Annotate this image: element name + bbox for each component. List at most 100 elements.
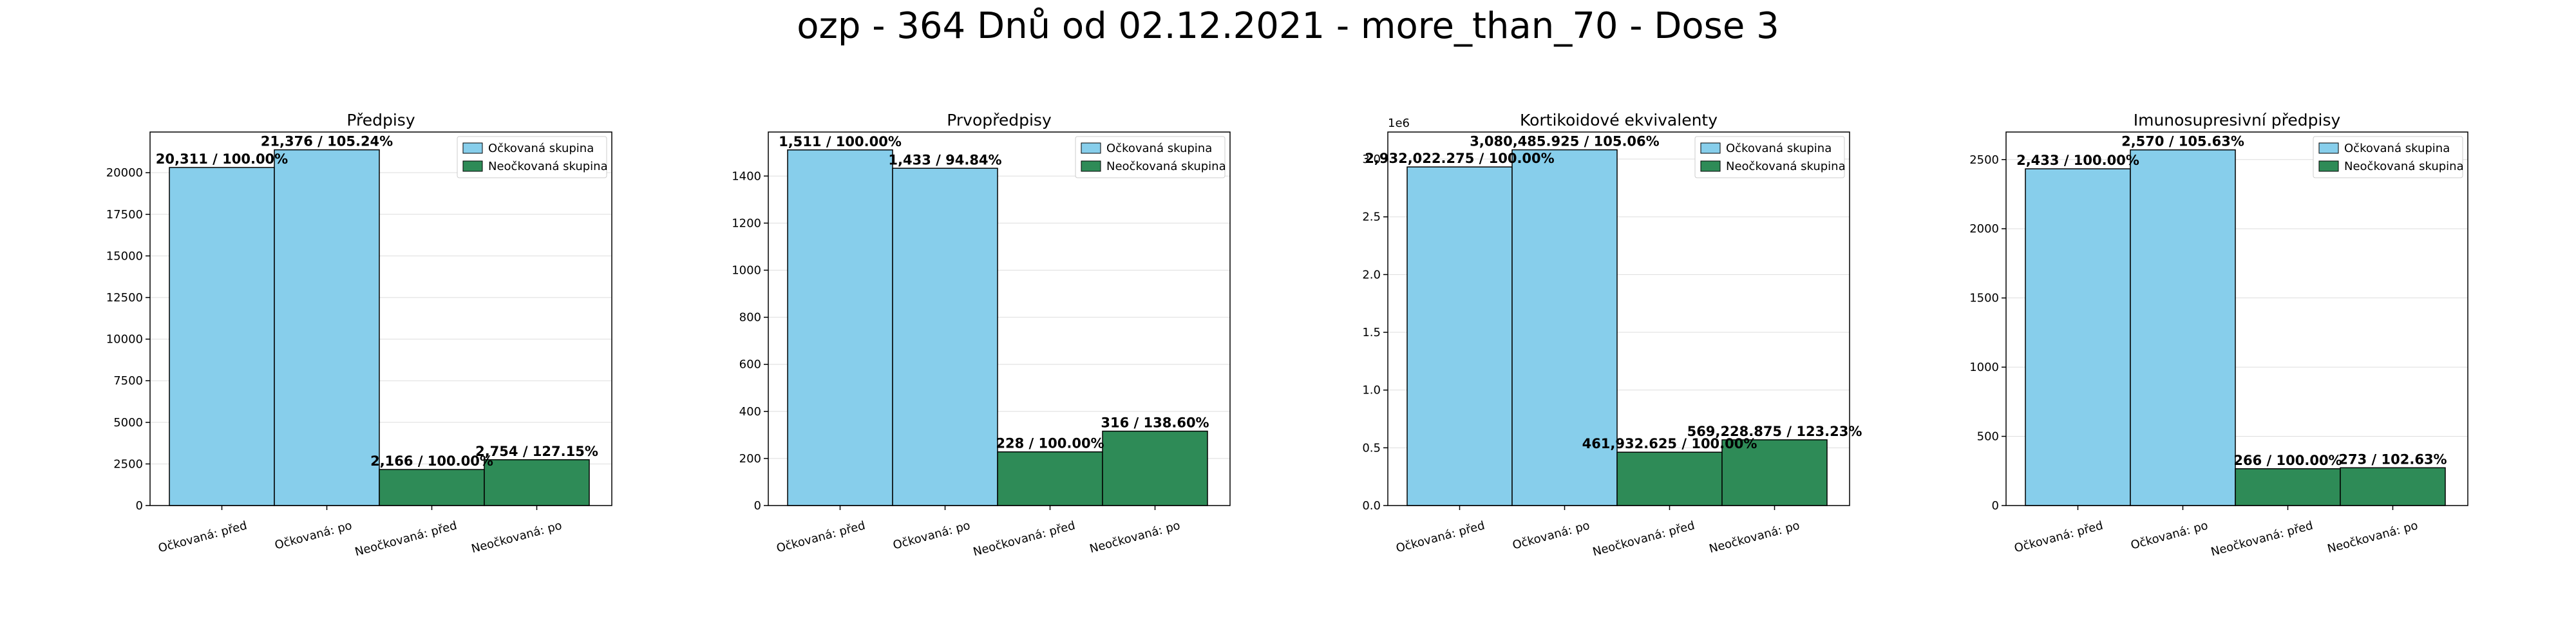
legend-entry: Neočkovaná skupina: [1106, 160, 1226, 173]
y-tick-label: 1.0: [1362, 384, 1381, 397]
y-tick-label: 400: [739, 405, 761, 419]
y-tick-label: 2.5: [1362, 211, 1381, 224]
chart-title: Imunosupresivní předpisy: [2134, 111, 2341, 129]
y-tick-label: 0.5: [1362, 441, 1381, 455]
data-label: 228 / 100.00%: [996, 436, 1104, 451]
chart-title: Prvopředpisy: [947, 111, 1052, 129]
bar-4: [1102, 430, 1208, 506]
x-tick-label: Očkovaná: po: [1511, 519, 1591, 553]
legend-swatch: [1081, 160, 1101, 172]
legend-box: [457, 136, 607, 178]
y-tick-label: 1500: [1969, 292, 1999, 305]
y-tick-label: 2.0: [1362, 268, 1381, 281]
x-tick-label: Očkovaná: před: [775, 519, 866, 556]
y-tick-label: 15000: [106, 249, 143, 263]
data-label: 2,570 / 105.63%: [2121, 134, 2244, 149]
x-tick-label: Očkovaná: před: [1394, 519, 1486, 556]
y-tick-label: 20000: [106, 166, 143, 180]
legend-box: [1075, 136, 1226, 178]
x-tick-label: Neočkovaná: po: [2326, 519, 2420, 556]
data-label: 2,433 / 100.00%: [2016, 153, 2139, 168]
bar-1: [2025, 168, 2131, 506]
x-tick-label: Neočkovaná: po: [470, 519, 564, 556]
data-label: 2,932,022.275 / 100.00%: [1365, 151, 1554, 166]
y-tick-label: 0: [136, 499, 143, 513]
legend: Očkovaná skupina Neočkovaná skupina: [1075, 136, 1226, 178]
x-tick-label: Očkovaná: po: [273, 519, 353, 553]
y-tick-label: 600: [739, 358, 761, 372]
x-tick-label: Neočkovaná: před: [354, 519, 459, 559]
legend-entry: Očkovaná skupina: [488, 142, 594, 155]
legend-swatch: [462, 160, 483, 172]
bar-1: [169, 167, 275, 506]
legend-entry: Očkovaná skupina: [1106, 142, 1212, 155]
legend-swatch: [1700, 142, 1721, 154]
y-tick-label: 12500: [106, 291, 143, 305]
data-label: 461,932.625 / 100.00%: [1582, 436, 1757, 451]
y-tick-label: 7500: [113, 374, 143, 388]
chart-title: Předpisy: [346, 111, 415, 129]
bar-2: [2130, 149, 2236, 506]
chart-panel-1: 20,311 / 100.00% 21,376 / 105.24% 2,166 / …: [106, 111, 612, 559]
bar-4: [484, 459, 590, 506]
axes-frame: [768, 131, 1231, 506]
data-label: 1,433 / 94.84%: [888, 152, 1001, 167]
y-tick-label: 0.0: [1362, 499, 1381, 513]
x-tick-label: Neočkovaná: po: [1088, 519, 1182, 556]
chart-panel-3: 2,932,022.275 / 100.00% 3,080,485.925 / 1…: [1362, 111, 1862, 559]
legend-box: [1694, 136, 1845, 178]
bar-2: [274, 149, 380, 506]
y-tick-label: 3.0: [1362, 153, 1381, 166]
data-label: 20,311 / 100.00%: [156, 151, 288, 167]
y-tick-label: 1000: [732, 264, 761, 278]
chart-panel-4: 2,433 / 100.00% 2,570 / 105.63% 266 / 100.…: [1969, 111, 2468, 559]
y-tick-label: 1400: [732, 169, 761, 183]
x-tick-label: Neočkovaná: po: [1708, 519, 1801, 556]
x-tick-label: Očkovaná: po: [891, 519, 971, 553]
bar-2: [1511, 149, 1618, 506]
axes-frame: [2005, 131, 2468, 506]
y-tick-label: 1000: [1969, 361, 1999, 374]
chart-title: Kortikoidové ekvivalenty: [1520, 111, 1718, 129]
x-tick-label: Neočkovaná: před: [972, 519, 1077, 559]
axes-frame: [1387, 131, 1850, 506]
bar-3: [997, 451, 1103, 506]
data-label: 316 / 138.60%: [1101, 415, 1209, 431]
y-tick-label: 10000: [106, 333, 143, 346]
bar-3: [1616, 451, 1723, 506]
y-tick-label: 0: [754, 499, 761, 513]
figure-title: ozp - 364 Dnů od 02.12.2021 - more_than_…: [797, 5, 1779, 47]
chart-panel-2: 1,511 / 100.00% 1,433 / 94.84% 228 / 100.0…: [732, 111, 1231, 559]
x-tick-label: Očkovaná: před: [2012, 519, 2104, 556]
legend-entry: Očkovaná skupina: [2344, 142, 2450, 155]
legend-entry: Očkovaná skupina: [1726, 142, 1832, 155]
legend: Očkovaná skupina Neočkovaná skupina: [457, 136, 608, 178]
legend-swatch: [462, 142, 483, 154]
legend-entry: Neočkovaná skupina: [2344, 160, 2464, 173]
legend-box: [2313, 136, 2463, 178]
data-label: 273 / 102.63%: [2338, 451, 2447, 467]
y-tick-label: 1.5: [1362, 326, 1381, 339]
data-label: 266 / 100.00%: [2233, 453, 2342, 468]
y-tick-label: 5000: [113, 416, 143, 430]
y-tick-label: 200: [739, 452, 761, 466]
data-label: 3,080,485.925 / 105.06%: [1470, 134, 1659, 149]
x-tick-label: Očkovaná: po: [2129, 519, 2209, 553]
data-label: 1,511 / 100.00%: [779, 134, 902, 149]
bar-1: [787, 149, 893, 506]
y-tick-label: 1200: [732, 216, 761, 230]
y-tick-label: 0: [1992, 499, 1999, 513]
data-label: 21,376 / 105.24%: [261, 134, 393, 149]
y-tick-label: 500: [1977, 430, 1999, 444]
legend-swatch: [2318, 160, 2339, 172]
data-label: 569,228.875 / 123.23%: [1687, 424, 1862, 439]
x-tick-label: Očkovaná: před: [156, 519, 248, 556]
data-label: 2,166 / 100.00%: [370, 453, 493, 469]
legend: Očkovaná skupina Neočkovaná skupina: [2313, 136, 2464, 178]
x-tick-label: Neočkovaná: před: [2210, 519, 2315, 559]
y-tick-label: 2500: [113, 457, 143, 471]
legend-swatch: [2318, 142, 2339, 154]
y-tick-label: 800: [739, 311, 761, 325]
legend: Očkovaná skupina Neočkovaná skupina: [1694, 136, 1846, 178]
